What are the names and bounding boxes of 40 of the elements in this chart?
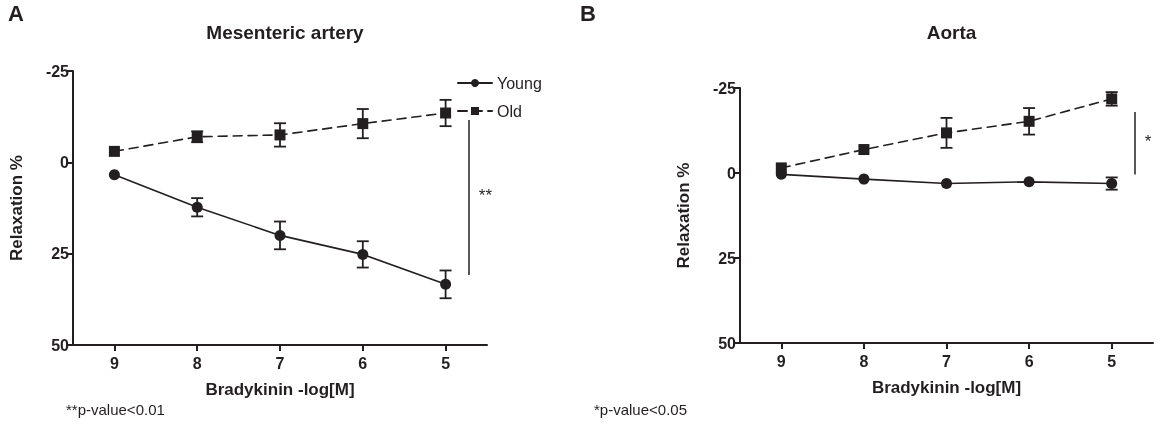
x-tick-label: 8 xyxy=(859,352,869,370)
y-tick-label: 25 xyxy=(718,249,737,267)
text: **p-value<0.01 xyxy=(66,401,165,418)
x-tick-label: 7 xyxy=(942,352,952,370)
y-tick-label: -25 xyxy=(45,62,70,80)
y-tick-label: 0 xyxy=(727,164,737,182)
annotation: ** xyxy=(478,185,493,206)
text: *p-value<0.05 xyxy=(594,401,687,418)
y-tick-label: -25 xyxy=(712,79,737,97)
x-tick-label: 8 xyxy=(192,354,202,372)
point xyxy=(941,127,952,139)
x-tick-label: 9 xyxy=(776,352,786,370)
x-tick-label: 9 xyxy=(109,354,119,372)
y-axis-title: Relaxation % xyxy=(7,155,26,261)
point xyxy=(941,178,952,190)
text: B xyxy=(580,0,596,26)
chart-title: Mesenteric artery xyxy=(206,22,365,43)
point xyxy=(775,162,787,174)
point xyxy=(858,144,870,156)
x-tick-label: 7 xyxy=(275,354,285,372)
x-tick-label: 5 xyxy=(441,354,451,372)
x-axis-title: Bradykinin -log[M] xyxy=(871,378,1022,397)
y-tick-label: 50 xyxy=(51,336,70,354)
legend-label: Old xyxy=(497,102,522,120)
y-tick-label: 0 xyxy=(60,153,70,171)
text: A xyxy=(8,0,24,26)
chart-title: Aorta xyxy=(926,22,977,43)
point xyxy=(108,145,120,157)
x-tick-label: 6 xyxy=(358,354,368,372)
x-tick-label: 6 xyxy=(1024,352,1034,370)
point xyxy=(1023,176,1035,188)
legend-label: Young xyxy=(497,74,542,92)
point xyxy=(108,169,120,181)
annotation: * xyxy=(1144,131,1152,152)
point xyxy=(858,173,870,185)
y-tick-label: 25 xyxy=(51,245,70,263)
x-axis-title: Bradykinin -log[M] xyxy=(205,380,355,399)
x-tick-label: 5 xyxy=(1107,352,1117,370)
y-tick-label: 50 xyxy=(718,334,737,352)
y-axis-title: Relaxation % xyxy=(674,162,693,269)
